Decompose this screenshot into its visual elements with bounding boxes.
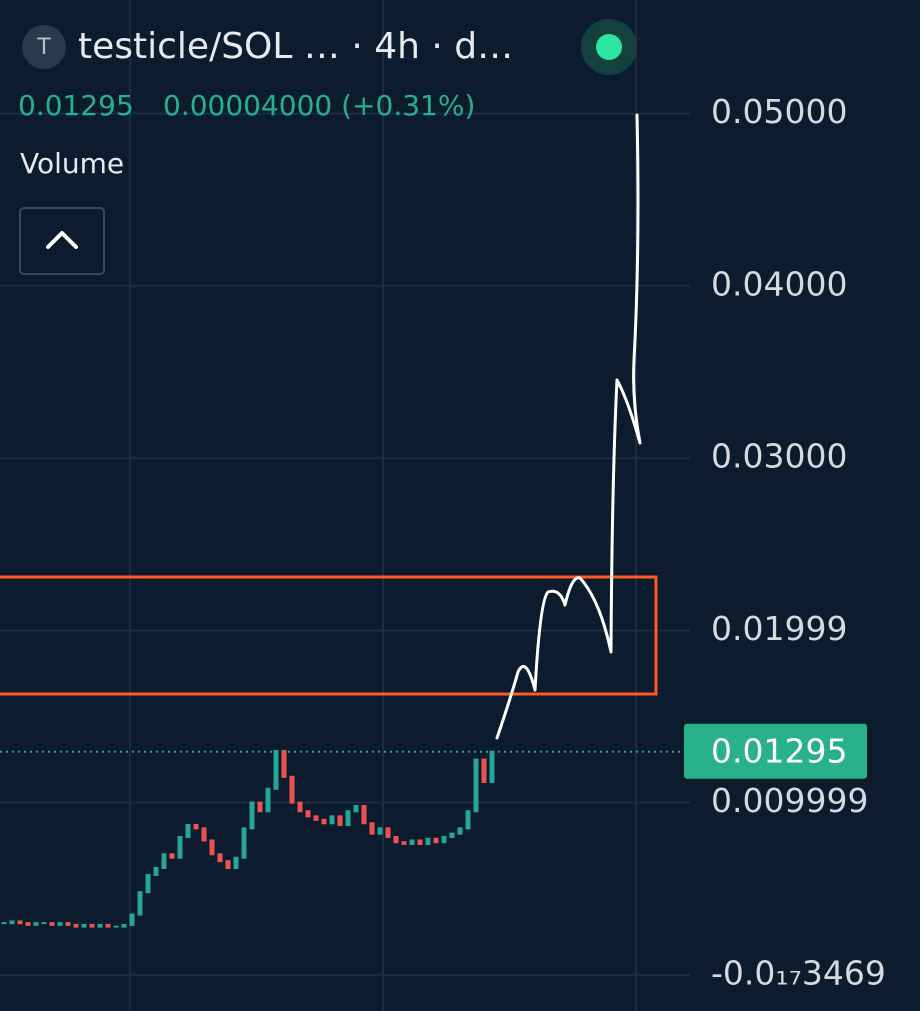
candle-body: [321, 818, 327, 825]
candle-body: [273, 749, 279, 790]
candle-body: [481, 758, 487, 783]
price-change: 0.00004000 (+0.31%): [163, 89, 475, 122]
candle-body: [17, 920, 23, 925]
candle-body: [57, 922, 63, 926]
grid: [0, 112, 690, 976]
candle-body: [441, 836, 447, 844]
price-axis: 0.05000 0.04000 0.03000 0.01999 0.009999 -0.0…: [711, 92, 886, 992]
candle-body: [329, 815, 335, 825]
candle-body: [121, 923, 127, 928]
collapse-button[interactable]: [19, 207, 105, 275]
candle-body: [465, 810, 471, 830]
candle-body: [9, 920, 15, 925]
symbol-icon-letter: T: [36, 35, 51, 60]
candle-body: [97, 923, 103, 928]
last-price-label: 0.01295: [711, 731, 847, 770]
candle-body: [257, 801, 263, 813]
candle-body: [353, 805, 359, 813]
volume-label: Volume: [20, 147, 124, 180]
candle-body: [81, 923, 87, 928]
chevron-up: [46, 231, 78, 249]
candle-body: [457, 827, 463, 835]
candle-body: [281, 749, 287, 778]
candle-body: [425, 837, 431, 845]
candle-body: [185, 823, 191, 839]
candle-body: [1, 922, 7, 925]
zone-box: [0, 575, 658, 696]
candle-body: [89, 923, 95, 928]
candle-body: [161, 853, 167, 870]
candle-body: [233, 856, 239, 870]
candle-body: [385, 827, 391, 839]
candle-body: [177, 836, 183, 859]
status-dot: [596, 34, 622, 60]
candle-body: [153, 867, 159, 876]
candle-body: [105, 923, 111, 928]
candle-body: [241, 827, 247, 859]
candle-body: [297, 801, 303, 813]
candle-body: [265, 787, 271, 813]
candle-body: [49, 922, 55, 926]
candle-body: [489, 750, 495, 783]
vertical-grid: [129, 0, 637, 1011]
candle-body: [169, 853, 175, 859]
candle-body: [113, 925, 119, 928]
y-tick-label: 0.03000: [711, 437, 847, 476]
candle-body: [313, 815, 319, 821]
candle-body: [201, 827, 207, 842]
candle-body: [393, 836, 399, 844]
y-tick-label: -0.0₁₇3469: [711, 953, 886, 992]
chart-title: testicle/SOL … · 4h · d…: [78, 26, 513, 67]
candle-body: [409, 839, 415, 845]
y-tick-label: 0.05000: [711, 92, 847, 131]
candle-body: [209, 839, 215, 856]
candle-body: [65, 922, 71, 926]
symbol-icon: [22, 25, 66, 69]
last-price: 0.01295: [18, 89, 134, 122]
candle-body: [137, 891, 143, 916]
hand-drawing: [495, 113, 642, 740]
y-tick-label: 0.04000: [711, 264, 847, 303]
candle-body: [401, 841, 407, 845]
candle-body: [41, 922, 47, 925]
candle-body: [417, 839, 423, 845]
candle-body: [73, 923, 79, 928]
candle-body: [129, 913, 135, 926]
candle-body: [305, 810, 311, 818]
candle-body: [225, 860, 231, 870]
candle-body: [369, 822, 375, 835]
candle-body: [193, 823, 199, 830]
candle-body: [217, 853, 223, 863]
candle-body: [249, 801, 255, 830]
candle-body: [25, 922, 31, 926]
candle-body: [145, 873, 151, 894]
candle-body: [361, 805, 367, 825]
candles: [1, 749, 495, 928]
candle-body: [473, 758, 479, 813]
candle-body: [337, 815, 343, 826]
candle-body: [289, 775, 295, 804]
y-tick-label: 0.01999: [711, 609, 847, 648]
candle-body: [345, 810, 351, 826]
candle-body: [433, 837, 439, 844]
candle-body: [377, 827, 383, 835]
candle-body: [449, 832, 455, 839]
last-price-box: [684, 723, 867, 779]
candle-body: [33, 922, 39, 926]
y-tick-label: 0.009999: [711, 781, 868, 820]
